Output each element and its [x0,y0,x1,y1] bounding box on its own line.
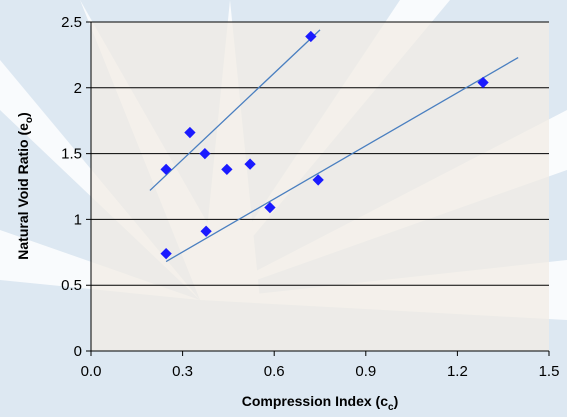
x-tick-label: 0.9 [355,363,376,380]
y-tick-label: 1.5 [61,146,82,163]
x-tick-label: 1.2 [447,363,468,380]
plot-area [91,22,549,351]
y-tick-label: 0.5 [61,277,82,294]
x-axis-label-text: Compression Index (c [242,393,388,409]
y-tick-label: 2 [74,80,82,97]
x-axis-label-end: ) [394,393,399,409]
x-tick-label: 0.3 [172,363,193,380]
x-tick-label: 0.6 [264,363,285,380]
x-tick-label: 0.0 [81,363,102,380]
y-axis-label-text: Natural Void Ratio (e [15,123,31,260]
y-tick-label: 1 [74,211,82,228]
y-tick-label: 2.5 [61,14,82,31]
x-tick-label: 1.5 [539,363,560,380]
y-tick-label: 0 [74,343,82,360]
chart: Compression Index (cc) Natural Void Rati… [0,0,567,417]
y-axis-label-end: ) [15,112,31,117]
